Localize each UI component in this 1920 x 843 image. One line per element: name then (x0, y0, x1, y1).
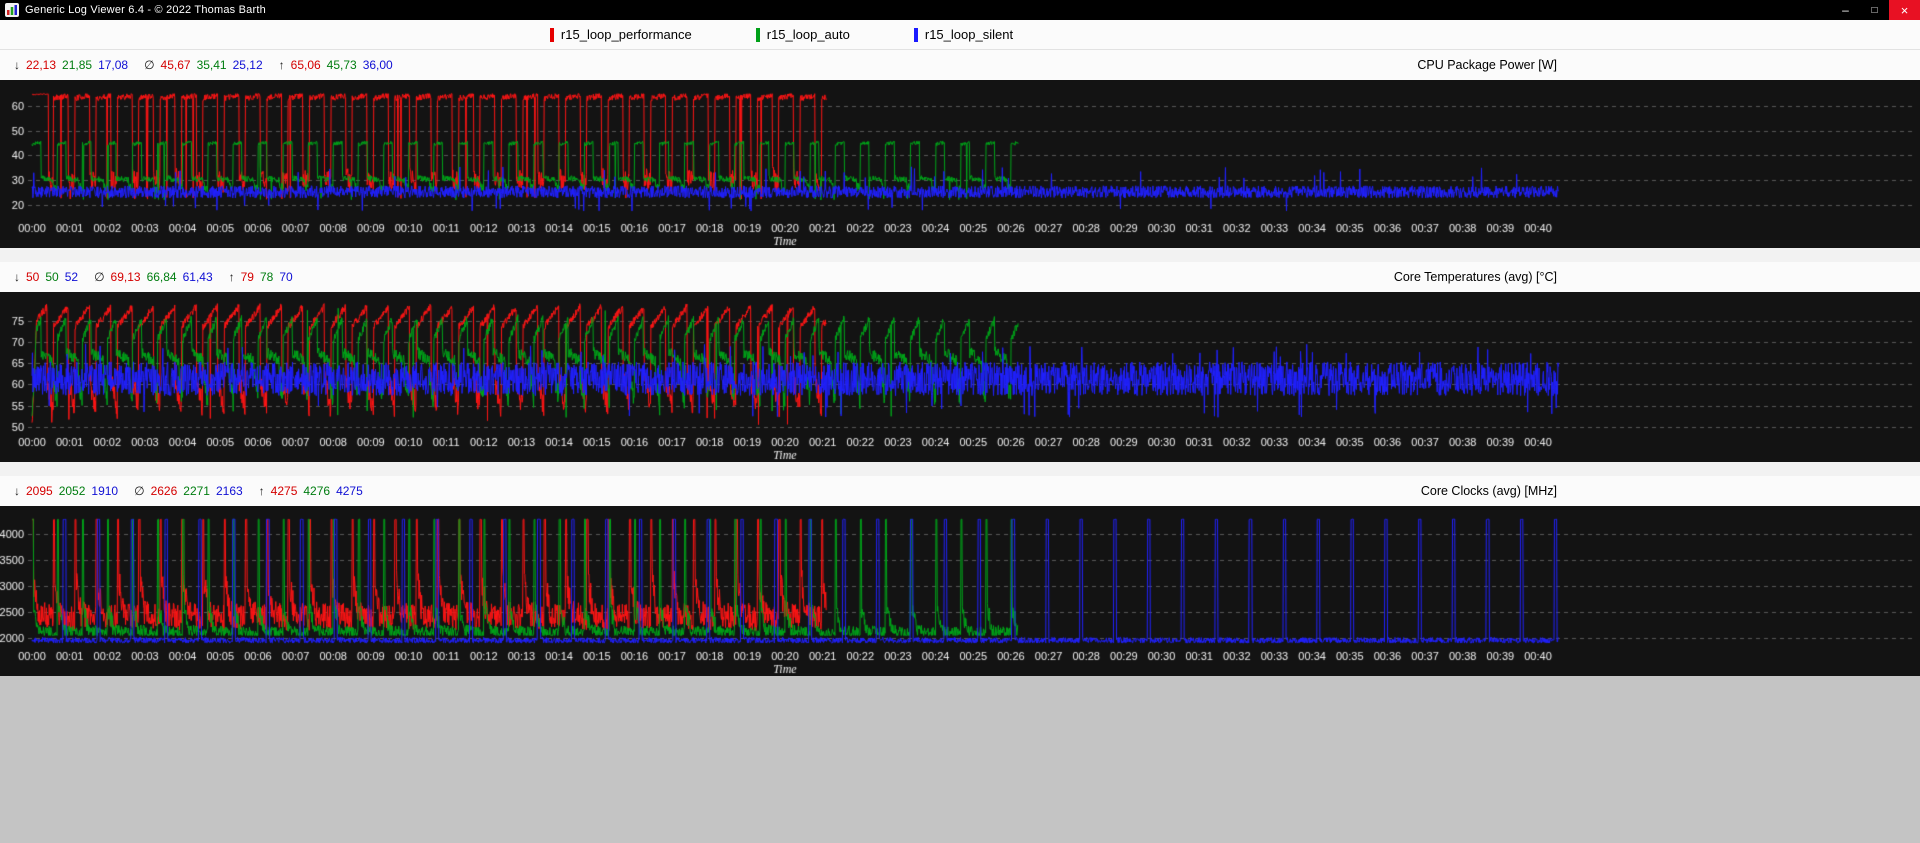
window-controls: – □ × (1831, 0, 1920, 20)
stat-group-avg: ∅ 69,13 66,84 61,43 (94, 270, 213, 284)
title-bar[interactable]: Generic Log Viewer 6.4 - © 2022 Thomas B… (0, 0, 1920, 20)
legend-marker-performance (549, 27, 554, 42)
stat-avg-auto: 66,84 (146, 270, 177, 284)
panel-header-core-temps: ↓ 50 50 52 ∅ 69,13 66,84 61,43 ↑ 79 78 7… (0, 262, 1920, 292)
stat-min-auto: 2052 (58, 484, 86, 498)
cpu-power-stats: ↓ 22,13 21,85 17,08 ∅ 45,67 35,41 25,12 … (14, 58, 409, 72)
legend-label-performance: r15_loop_performance (560, 27, 692, 42)
cpu-power-chart-title: CPU Package Power [W] (1417, 58, 1557, 72)
legend-marker-auto (755, 27, 760, 42)
stat-max-silent: 36,00 (362, 58, 393, 72)
stat-max-performance: 4275 (270, 484, 298, 498)
avg-symbol: ∅ (134, 484, 145, 498)
stat-group-avg: ∅ 2626 2271 2163 (134, 484, 243, 498)
stat-max-auto: 4276 (303, 484, 331, 498)
core-clocks-chart-title: Core Clocks (avg) [MHz] (1420, 484, 1557, 498)
avg-symbol: ∅ (144, 58, 155, 72)
stat-min-silent: 1910 (91, 484, 119, 498)
panel-divider (0, 248, 1920, 262)
panel-header-cpu-power: ↓ 22,13 21,85 17,08 ∅ 45,67 35,41 25,12 … (0, 50, 1920, 80)
stat-max-performance: 65,06 (290, 58, 321, 72)
core-temperatures-chart[interactable] (0, 292, 1920, 462)
stat-group-min: ↓ 2095 2052 1910 (14, 484, 118, 498)
stat-max-silent: 70 (279, 270, 293, 284)
stat-max-auto: 45,73 (326, 58, 357, 72)
core-temps-chart-band (0, 292, 1920, 462)
stat-min-auto: 50 (45, 270, 59, 284)
core-clocks-chart[interactable] (0, 506, 1920, 676)
cpu-power-chart-band (0, 80, 1920, 248)
legend-label-silent: r15_loop_silent (924, 27, 1014, 42)
max-symbol: ↑ (258, 484, 265, 498)
stat-avg-silent: 25,12 (232, 58, 263, 72)
stat-min-silent: 52 (64, 270, 79, 284)
stat-min-performance: 2095 (26, 484, 53, 498)
stat-group-max: ↑ 4275 4276 4275 (259, 484, 363, 498)
maximize-button[interactable]: □ (1871, 4, 1878, 16)
stat-group-min: ↓ 22,13 21,85 17,08 (14, 58, 128, 72)
window-title: Generic Log Viewer 6.4 - © 2022 Thomas B… (25, 4, 266, 16)
min-symbol: ↓ (14, 484, 20, 498)
core-temps-chart-title: Core Temperatures (avg) [°C] (1393, 270, 1557, 284)
stat-avg-silent: 61,43 (182, 270, 213, 284)
min-symbol: ↓ (14, 270, 20, 284)
stat-group-min: ↓ 50 50 52 (14, 270, 78, 284)
stat-avg-performance: 45,67 (160, 58, 191, 72)
core-clocks-chart-band (0, 506, 1920, 676)
stat-avg-silent: 2163 (215, 484, 243, 498)
cpu-package-power-chart[interactable] (0, 80, 1920, 248)
legend-item-performance: r15_loop_performance (549, 27, 692, 42)
legend-item-silent: r15_loop_silent (913, 27, 1014, 42)
close-button[interactable]: × (1889, 0, 1920, 20)
stat-max-silent: 4275 (336, 484, 363, 498)
legend: r15_loop_performance r15_loop_auto r15_l… (0, 20, 1920, 50)
stat-avg-auto: 2271 (183, 484, 210, 498)
panel-divider (0, 462, 1920, 476)
core-clocks-stats: ↓ 2095 2052 1910 ∅ 2626 2271 2163 ↑ 4275… (14, 484, 379, 498)
max-symbol: ↑ (228, 270, 235, 284)
max-symbol: ↑ (278, 58, 285, 72)
stat-avg-performance: 2626 (150, 484, 178, 498)
stat-max-performance: 79 (240, 270, 254, 284)
stat-avg-auto: 35,41 (196, 58, 227, 72)
legend-marker-silent (913, 27, 918, 42)
stat-min-auto: 21,85 (62, 58, 93, 72)
stat-group-avg: ∅ 45,67 35,41 25,12 (144, 58, 263, 72)
panel-header-core-clocks: ↓ 2095 2052 1910 ∅ 2626 2271 2163 ↑ 4275… (0, 476, 1920, 506)
stat-min-performance: 50 (26, 270, 40, 284)
stat-group-max: ↑ 79 78 70 (229, 270, 293, 284)
stat-avg-performance: 69,13 (110, 270, 141, 284)
avg-symbol: ∅ (94, 270, 105, 284)
window-empty-area (0, 676, 1920, 843)
legend-label-auto: r15_loop_auto (766, 27, 850, 42)
app-icon (5, 3, 19, 17)
stat-min-performance: 22,13 (26, 58, 57, 72)
core-temps-stats: ↓ 50 50 52 ∅ 69,13 66,84 61,43 ↑ 79 78 7… (14, 270, 309, 284)
stat-group-max: ↑ 65,06 45,73 36,00 (279, 58, 393, 72)
stat-max-auto: 78 (259, 270, 274, 284)
stat-min-silent: 17,08 (98, 58, 129, 72)
minimize-button[interactable]: – (1842, 3, 1849, 17)
legend-item-auto: r15_loop_auto (755, 27, 850, 42)
min-symbol: ↓ (14, 58, 20, 72)
